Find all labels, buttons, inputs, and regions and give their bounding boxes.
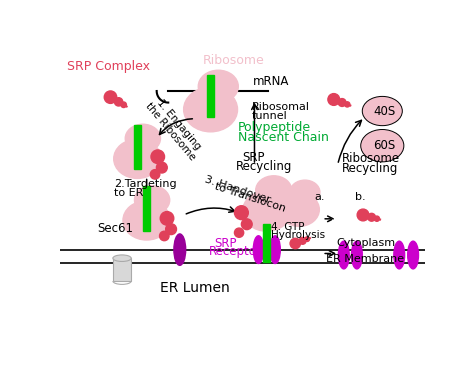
Text: to ER: to ER [114, 188, 144, 199]
Circle shape [160, 231, 169, 241]
Circle shape [160, 211, 174, 225]
Ellipse shape [114, 139, 161, 178]
Text: Receptor: Receptor [209, 246, 262, 258]
Ellipse shape [352, 241, 362, 269]
Ellipse shape [279, 193, 319, 226]
Circle shape [328, 94, 340, 105]
Text: ER Membrane: ER Membrane [326, 254, 404, 264]
Text: Sec61: Sec61 [97, 222, 133, 235]
Text: 2.Targeting: 2.Targeting [114, 179, 177, 189]
Text: Polypeptide: Polypeptide [237, 121, 310, 134]
Ellipse shape [243, 191, 291, 231]
Text: 4. GTP: 4. GTP [271, 222, 304, 232]
Ellipse shape [253, 236, 264, 264]
Text: 60S: 60S [373, 139, 395, 152]
Text: a.: a. [315, 192, 325, 202]
Text: ER Lumen: ER Lumen [160, 281, 230, 295]
Text: Nascent Chain: Nascent Chain [237, 131, 328, 144]
Text: Hydrolysis: Hydrolysis [271, 230, 325, 240]
Text: SRP Complex: SRP Complex [66, 60, 150, 73]
Ellipse shape [255, 176, 292, 205]
Ellipse shape [362, 97, 402, 126]
Circle shape [151, 150, 164, 164]
Circle shape [150, 170, 160, 179]
Circle shape [374, 216, 380, 221]
Ellipse shape [135, 186, 170, 214]
Text: b.: b. [355, 192, 365, 202]
Text: Cytoplasm: Cytoplasm [336, 239, 395, 248]
Ellipse shape [361, 130, 404, 162]
Circle shape [156, 162, 167, 173]
Ellipse shape [408, 241, 419, 269]
Bar [134, 125, 141, 169]
Circle shape [368, 213, 375, 221]
Circle shape [345, 102, 350, 107]
Text: 3. Handover: 3. Handover [203, 174, 271, 205]
Ellipse shape [183, 87, 237, 132]
Text: 1. Engaging
the Ribosome: 1. Engaging the Ribosome [143, 94, 206, 163]
Text: to Translocon: to Translocon [213, 182, 286, 214]
Text: SRP: SRP [242, 151, 264, 164]
Ellipse shape [394, 241, 405, 269]
Text: 40S: 40S [373, 105, 395, 117]
Text: Ribosomal: Ribosomal [251, 102, 310, 112]
Ellipse shape [290, 180, 320, 204]
Circle shape [114, 98, 123, 106]
Text: Recycling: Recycling [236, 160, 292, 173]
Bar [113, 258, 131, 281]
Bar [207, 75, 214, 117]
Bar [143, 186, 150, 230]
Ellipse shape [125, 124, 161, 153]
Circle shape [235, 228, 244, 237]
Circle shape [338, 99, 346, 106]
Circle shape [121, 102, 127, 108]
Ellipse shape [338, 241, 349, 269]
Circle shape [241, 219, 252, 230]
Circle shape [357, 209, 369, 221]
Circle shape [299, 237, 306, 244]
Circle shape [165, 224, 176, 235]
Text: mRNA: mRNA [253, 75, 289, 88]
Circle shape [290, 238, 301, 249]
Circle shape [104, 91, 117, 103]
Ellipse shape [174, 234, 186, 265]
Ellipse shape [123, 201, 170, 240]
Text: SRP: SRP [214, 237, 237, 250]
Text: Ribosome: Ribosome [203, 54, 264, 68]
Text: Recycling: Recycling [341, 161, 398, 175]
Ellipse shape [198, 70, 238, 102]
Ellipse shape [270, 236, 280, 264]
Circle shape [305, 237, 310, 241]
Ellipse shape [113, 255, 131, 261]
Bar [264, 224, 270, 262]
Circle shape [235, 206, 248, 219]
Text: Ribosome: Ribosome [341, 152, 400, 165]
Text: tunnel: tunnel [251, 110, 287, 121]
